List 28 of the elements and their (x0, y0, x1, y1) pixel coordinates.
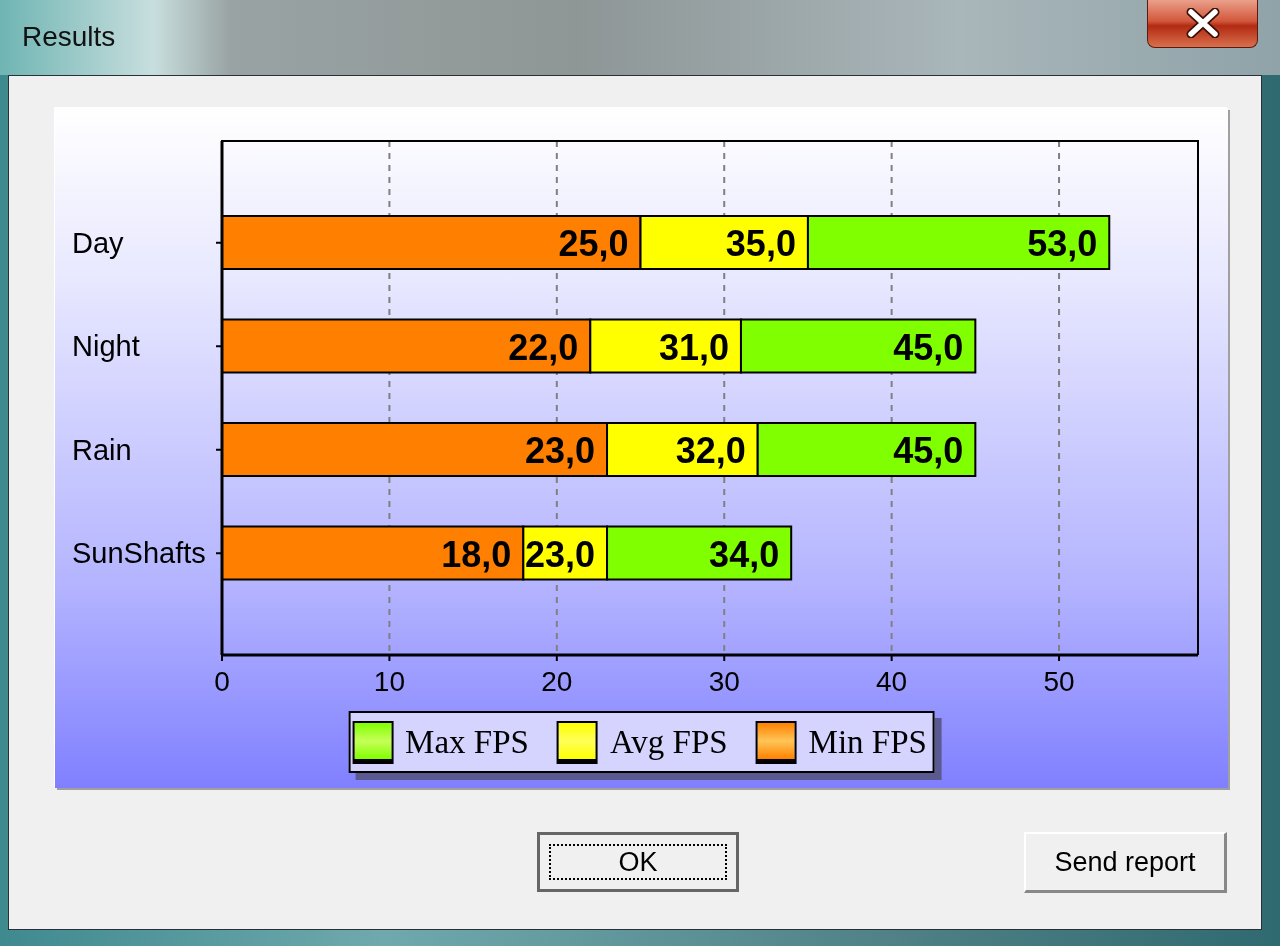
x-tick-label: 20 (541, 665, 573, 697)
y-tick-label: Day (72, 226, 125, 259)
data-label: 23,0 (524, 430, 596, 471)
x-tick-label: 30 (708, 665, 740, 697)
y-tick-label: SunShafts (72, 537, 206, 570)
legend-label: Min FPS (808, 723, 927, 761)
annotation: 32,0 (675, 430, 746, 472)
total-label: 34,0 (709, 533, 780, 575)
legend-label: Avg FPS (609, 723, 728, 761)
legend-label: Max FPS (405, 723, 529, 761)
data-label: 18,0 (441, 533, 512, 575)
total-label: 45,0 (893, 430, 964, 471)
y-tick-label: Night (72, 330, 140, 363)
data-label: 25,0 (558, 223, 629, 264)
y-tick-label: Rain (72, 433, 132, 466)
x-tick-label: 10 (373, 665, 405, 697)
x-tick-label: 50 (1043, 665, 1075, 697)
push-button: OK (537, 832, 739, 892)
data-label: 22,0 (508, 326, 579, 368)
chart-title: Results (22, 20, 116, 54)
x-tick-label: 0 (214, 665, 230, 697)
total-label: 45,0 (893, 326, 964, 368)
annotation: 23,0 (524, 533, 596, 575)
x-tick-label: 40 (876, 665, 908, 697)
annotation: 31,0 (658, 326, 729, 368)
annotation: 35,0 (725, 223, 796, 265)
total-label: 53,0 (1027, 223, 1098, 264)
push-button: Send report (1024, 832, 1227, 893)
